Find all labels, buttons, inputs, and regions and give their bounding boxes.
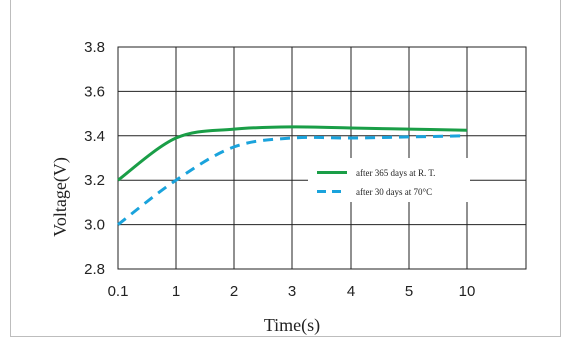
plot-border	[117, 46, 527, 270]
y-tick-label: 3.4	[84, 128, 105, 145]
x-tick-label: 4	[347, 283, 355, 300]
x-tick-label: 5	[405, 283, 413, 300]
x-tick-label: 10	[459, 283, 476, 300]
y-tick-label: 3.8	[84, 39, 105, 56]
series-layer	[117, 125, 468, 226]
x-tick-label: 3	[288, 283, 296, 300]
series-line-70c	[117, 134, 468, 226]
legend-label-70c: after 30 days at 70°C	[356, 187, 432, 197]
y-tick-label: 3.0	[84, 217, 105, 234]
legend-label-r-t: after 365 days at R. T.	[356, 168, 435, 178]
y-tick-label: 2.8	[84, 261, 105, 278]
y-tick-label: 3.2	[84, 172, 105, 189]
legend: after 365 days at R. T. after 30 days at…	[308, 158, 470, 202]
x-axis-label: Time(s)	[264, 315, 320, 336]
chart-frame	[10, 0, 561, 337]
y-tick-label: 3.6	[84, 83, 105, 100]
series-line-r-t	[117, 125, 468, 182]
x-tick-label: 2	[230, 283, 238, 300]
x-tick-label: 1	[172, 283, 180, 300]
legend-box	[308, 158, 470, 202]
x-tick-label: 0.1	[108, 283, 129, 300]
tick-labels: 0.1 1 2 3 4 5 10 2.8 3.0 3.2 3.4 3.6 3.8	[84, 39, 475, 300]
y-axis-label: Voltage(V)	[50, 157, 71, 237]
